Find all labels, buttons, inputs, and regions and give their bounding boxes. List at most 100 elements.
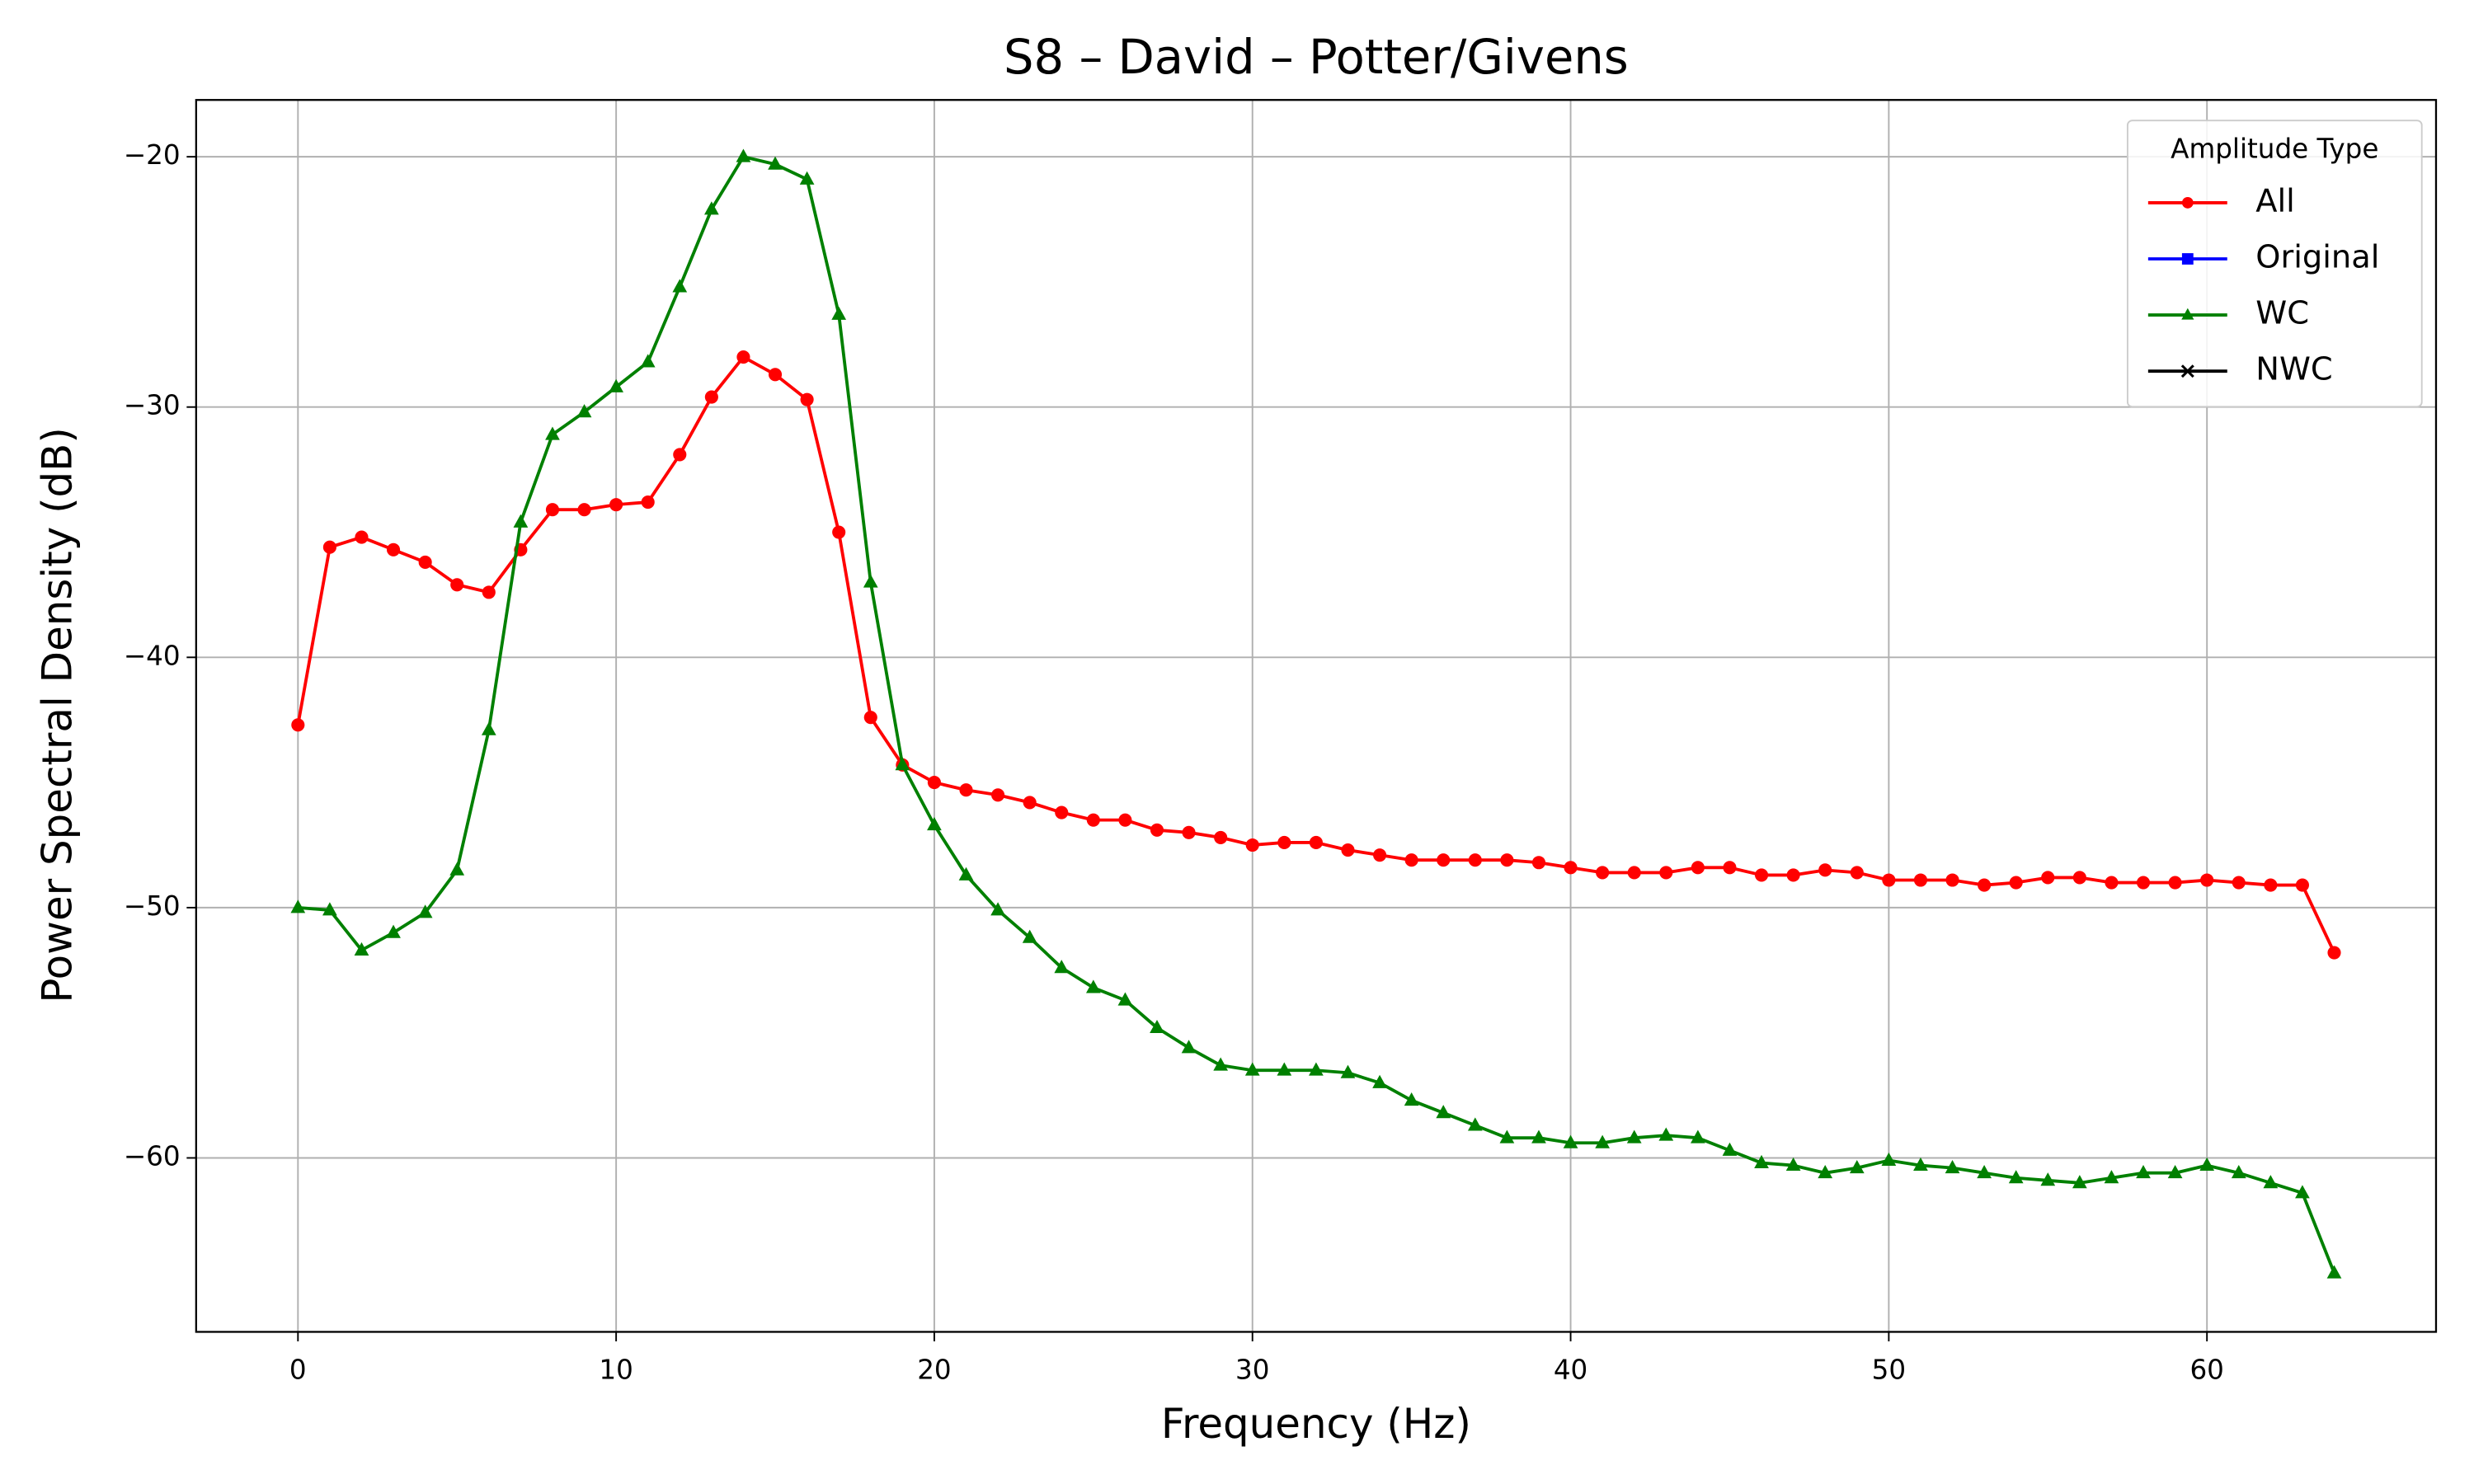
marker — [1754, 1154, 1769, 1168]
legend-label: WC — [2255, 295, 2309, 332]
marker — [959, 783, 973, 797]
legend-box — [2126, 120, 2423, 408]
marker — [2181, 308, 2194, 320]
marker — [1626, 1129, 1642, 1144]
marker — [545, 503, 560, 517]
marker — [481, 721, 496, 735]
marker — [1818, 1165, 1833, 1179]
marker — [1563, 1134, 1578, 1148]
marker — [1881, 1152, 1897, 1166]
marker — [2295, 1185, 2310, 1199]
marker — [1945, 1159, 1960, 1174]
marker — [1341, 843, 1355, 857]
marker — [736, 148, 751, 162]
marker — [577, 503, 591, 517]
y-tick-label: −20 — [124, 139, 181, 171]
marker — [1468, 853, 1482, 867]
marker — [1437, 853, 1451, 867]
marker — [2136, 876, 2151, 890]
marker — [1785, 1157, 1801, 1172]
marker — [2041, 871, 2055, 885]
marker — [1372, 1074, 1387, 1088]
marker — [2181, 197, 2194, 209]
marker — [1117, 992, 1133, 1006]
y-tick-label: −30 — [124, 390, 181, 421]
legend-label: Original — [2255, 239, 2379, 276]
marker — [799, 171, 815, 185]
marker — [417, 904, 433, 918]
legend-entry: WC — [2147, 295, 2309, 332]
marker — [291, 718, 305, 732]
marker — [2295, 878, 2309, 892]
marker — [1595, 1134, 1611, 1148]
marker — [2200, 873, 2214, 887]
marker — [322, 540, 336, 554]
marker — [990, 902, 1005, 916]
marker — [2327, 946, 2341, 960]
marker — [640, 354, 656, 368]
marker — [482, 585, 496, 599]
marker — [2040, 1172, 2056, 1186]
marker — [1309, 1062, 1324, 1076]
legend-label: NWC — [2255, 351, 2332, 388]
marker — [641, 495, 655, 510]
marker — [1691, 861, 1705, 875]
marker — [1085, 979, 1101, 993]
marker — [1531, 856, 1546, 870]
marker — [1023, 796, 1037, 810]
x-tick-label: 20 — [917, 1354, 951, 1385]
x-tick-label: 50 — [1872, 1354, 1906, 1385]
marker — [1436, 1105, 1451, 1119]
marker — [1723, 861, 1737, 875]
marker — [1722, 1142, 1738, 1156]
marker — [1882, 873, 1896, 887]
marker — [513, 514, 529, 528]
marker — [1309, 835, 1323, 850]
marker — [1340, 1064, 1356, 1078]
marker — [450, 578, 464, 592]
marker — [2008, 1170, 2024, 1184]
marker — [1659, 866, 1673, 880]
marker — [2168, 876, 2182, 890]
marker — [2072, 1175, 2087, 1189]
marker — [609, 378, 623, 392]
y-tick-label: −60 — [124, 1140, 181, 1172]
marker — [2167, 1165, 2183, 1179]
marker — [673, 448, 687, 462]
y-tick-label: −50 — [124, 890, 181, 922]
marker — [927, 817, 942, 831]
marker — [1054, 960, 1070, 974]
marker — [545, 426, 560, 440]
marker — [386, 924, 401, 938]
marker — [2009, 876, 2023, 890]
marker — [354, 942, 369, 956]
marker — [704, 201, 719, 215]
marker — [927, 776, 941, 790]
marker — [2104, 1170, 2119, 1184]
marker — [704, 390, 718, 404]
marker — [2263, 1175, 2279, 1189]
y-axis-label: Power Spectral Density (dB) — [33, 427, 81, 1003]
marker — [1786, 868, 1800, 882]
x-axis-label: Frequency (Hz) — [1161, 1400, 1471, 1448]
marker — [1627, 866, 1641, 880]
marker — [1404, 1092, 1419, 1106]
marker — [1182, 825, 1196, 839]
marker — [1214, 830, 1228, 844]
marker — [1022, 929, 1037, 943]
marker — [1055, 805, 1069, 819]
marker — [418, 555, 432, 570]
marker — [768, 368, 783, 382]
marker — [609, 498, 623, 512]
marker — [2180, 364, 2194, 378]
legend-entry: Original — [2147, 239, 2379, 276]
marker — [1564, 861, 1578, 875]
marker — [1913, 873, 1928, 887]
x-tick-label: 0 — [289, 1354, 307, 1385]
marker — [449, 862, 465, 876]
legend-title: Amplitude Type — [2171, 134, 2378, 165]
y-tick-label: −40 — [124, 640, 181, 671]
x-tick-label: 40 — [1554, 1354, 1587, 1385]
marker — [831, 306, 847, 320]
